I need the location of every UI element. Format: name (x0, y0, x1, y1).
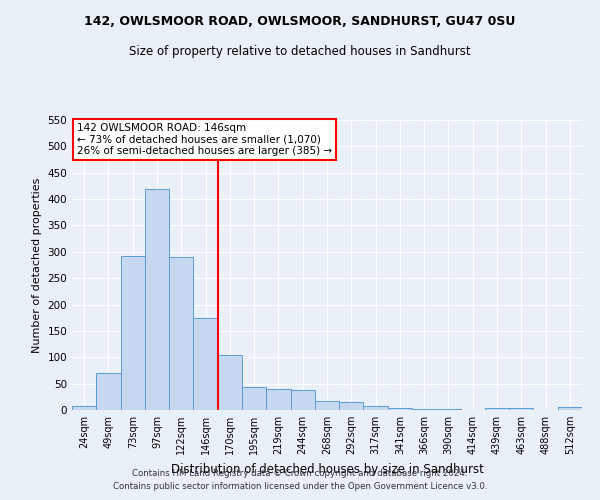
X-axis label: Distribution of detached houses by size in Sandhurst: Distribution of detached houses by size … (170, 462, 484, 475)
Text: Contains HM Land Registry data © Crown copyright and database right 2024.: Contains HM Land Registry data © Crown c… (132, 468, 468, 477)
Bar (242, 388, 266, 410)
Bar (364, 406, 388, 410)
Bar (315, 401, 339, 410)
Bar (145, 188, 169, 410)
Text: Contains public sector information licensed under the Open Government Licence v3: Contains public sector information licen… (113, 482, 487, 491)
Bar (412, 409, 436, 410)
Text: 142, OWLSMOOR ROAD, OWLSMOOR, SANDHURST, GU47 0SU: 142, OWLSMOOR ROAD, OWLSMOOR, SANDHURST,… (85, 15, 515, 28)
Bar (266, 389, 290, 410)
Bar (193, 318, 218, 410)
Bar (558, 408, 582, 410)
Bar (290, 390, 315, 410)
Bar (121, 256, 145, 410)
Bar (72, 406, 96, 410)
Bar (339, 402, 364, 410)
Bar (388, 408, 412, 410)
Y-axis label: Number of detached properties: Number of detached properties (32, 178, 42, 352)
Bar (96, 373, 121, 410)
Bar (509, 408, 533, 410)
Bar (218, 354, 242, 410)
Text: Size of property relative to detached houses in Sandhurst: Size of property relative to detached ho… (129, 45, 471, 58)
Text: 142 OWLSMOOR ROAD: 146sqm
← 73% of detached houses are smaller (1,070)
26% of se: 142 OWLSMOOR ROAD: 146sqm ← 73% of detac… (77, 123, 332, 156)
Bar (169, 257, 193, 410)
Bar (485, 408, 509, 410)
